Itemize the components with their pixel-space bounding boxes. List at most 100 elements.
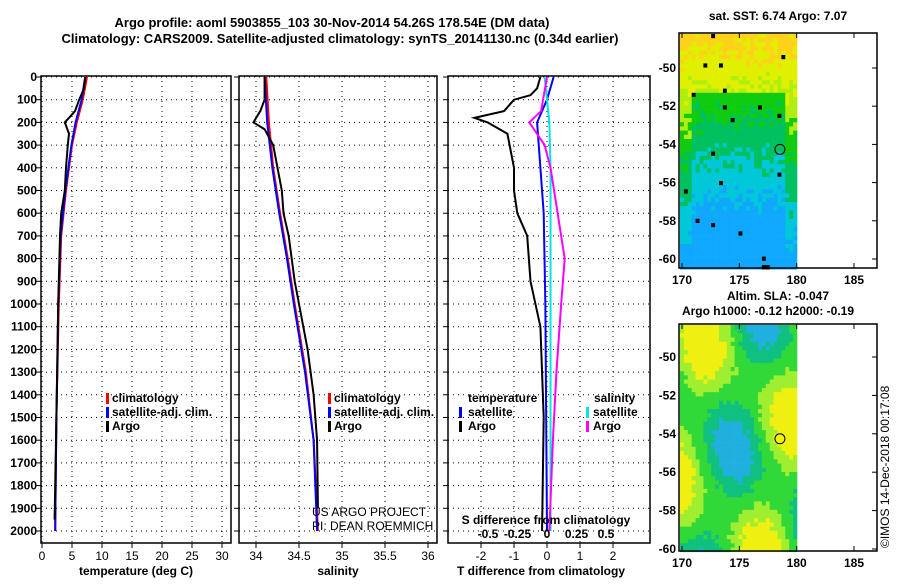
map-cell: [695, 442, 700, 448]
map-cell: [715, 341, 720, 347]
map-cell: [691, 505, 696, 511]
map-cell: [789, 514, 794, 519]
map-cell: [793, 488, 798, 494]
x-tick-label: 15: [125, 549, 139, 563]
map-cell: [734, 168, 739, 173]
map-cell: [680, 164, 685, 169]
map-cell: [715, 105, 720, 110]
map-cell: [699, 341, 704, 347]
map-cell: [781, 164, 786, 169]
map-cell: [769, 42, 774, 47]
map-cell: [719, 446, 724, 452]
map-cell: [699, 362, 704, 368]
map-cell: [750, 514, 755, 519]
map-cell: [742, 375, 747, 380]
map-cell: [691, 396, 696, 401]
map-cell: [789, 371, 794, 376]
map-cell: [734, 442, 739, 448]
map-cell: [726, 256, 731, 262]
map-cell: [754, 346, 759, 351]
map-cell: [699, 218, 704, 224]
map-cell: [699, 139, 704, 144]
x-tick-label: 5: [69, 549, 76, 563]
map-cell: [777, 227, 782, 232]
map-cell: [695, 375, 700, 380]
map-cell: [719, 76, 724, 81]
map-cell: [769, 105, 774, 110]
map-cell: [793, 214, 798, 220]
map-cell: [707, 38, 712, 43]
map-cell: [730, 493, 735, 498]
map-cell: [699, 122, 704, 127]
map-cell: [699, 113, 704, 119]
map-cell: [785, 227, 790, 232]
map-cell: [773, 97, 778, 102]
map-cell: [730, 438, 735, 443]
map-cell: [750, 467, 755, 473]
map-cell: [703, 189, 708, 194]
map-cell: [742, 501, 747, 506]
map-cell: [773, 202, 778, 207]
lat-label: -52: [659, 388, 677, 402]
map-cell: [719, 392, 724, 397]
map-cell: [781, 193, 786, 199]
map-cell: [715, 404, 720, 410]
map-cell: [730, 379, 735, 385]
map-cell: [781, 337, 786, 343]
map-cell: [738, 88, 743, 94]
map-cell: [781, 206, 786, 211]
map-cell: [691, 392, 696, 397]
map-cell: [719, 430, 724, 435]
map-cell: [726, 130, 731, 136]
map-cell: [789, 67, 794, 73]
map-cell: [722, 126, 728, 131]
map-cell: [722, 467, 728, 473]
map-cell: [703, 535, 708, 540]
depth-label: 1400: [10, 388, 37, 402]
map-cell: [789, 383, 794, 389]
map-cell: [691, 176, 696, 182]
map-cell: [750, 484, 755, 490]
map-cell: [754, 147, 759, 152]
map-cell: [769, 413, 774, 418]
map-cell: [758, 383, 763, 389]
map-cell: [761, 400, 767, 406]
map-cell: [789, 210, 794, 215]
map-cell: [742, 484, 747, 490]
map-cell: [750, 446, 755, 452]
map-cell: [773, 214, 778, 220]
map-cell: [750, 210, 755, 215]
map-cell: [761, 134, 767, 140]
map-cell: [754, 168, 759, 173]
map-cell: [699, 400, 704, 406]
map-cell: [719, 497, 724, 502]
map-cell: [761, 467, 767, 473]
map-cell: [781, 84, 786, 89]
map-cell: [687, 231, 692, 236]
map-cell: [742, 341, 747, 347]
map-cell: [754, 252, 759, 257]
map-cell: [769, 223, 774, 228]
map-cell: [746, 346, 751, 351]
map-cell: [680, 346, 685, 351]
map-cell: [777, 383, 782, 389]
map-cell: [785, 413, 790, 418]
map-cell: [699, 333, 704, 338]
map-cell: [707, 176, 712, 182]
map-cell: [695, 46, 700, 52]
map-cell: [726, 118, 731, 123]
map-cell: [781, 176, 786, 182]
map-cell: [785, 350, 790, 355]
map-cell: [777, 210, 782, 215]
map-cell: [769, 76, 774, 81]
map-cell: [703, 155, 708, 161]
map-cell: [726, 484, 731, 490]
map-cell: [680, 139, 685, 144]
map-cell: [680, 244, 685, 249]
map-cell: [742, 185, 747, 190]
map-cell: [726, 231, 731, 236]
map-cell: [707, 160, 712, 165]
map-cell: [722, 514, 728, 519]
map-cell: [726, 92, 731, 98]
